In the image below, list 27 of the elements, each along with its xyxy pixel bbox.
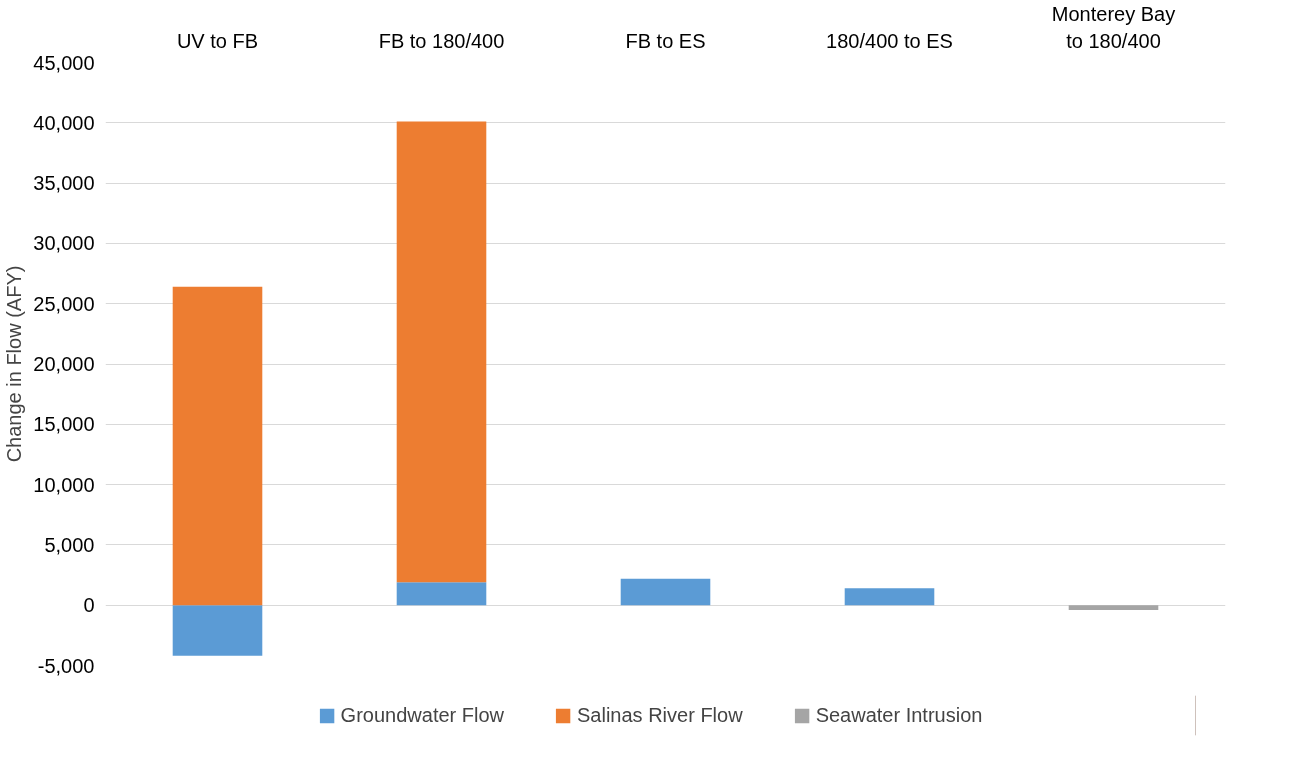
y-axis-title: Change in Flow (AFY) bbox=[3, 265, 26, 463]
legend-label: Salinas River Flow bbox=[577, 703, 743, 727]
y-tick-label: 5,000 bbox=[44, 533, 95, 556]
y-tick-label: 45,000 bbox=[33, 51, 95, 74]
bar bbox=[172, 286, 263, 606]
x-tick-label: FB to ES bbox=[625, 29, 706, 52]
bar bbox=[1068, 605, 1159, 611]
x-tick-label: UV to FB bbox=[176, 29, 259, 52]
bar bbox=[620, 578, 711, 606]
y-tick-label: 10,000 bbox=[33, 473, 95, 496]
y-tick-label: 15,000 bbox=[33, 413, 95, 436]
y-tick-label: -5,000 bbox=[37, 654, 95, 677]
y-tick-label: 30,000 bbox=[33, 232, 95, 255]
x-tick-label: FB to 180/400 bbox=[378, 29, 505, 52]
bar bbox=[172, 605, 263, 656]
legend-label: Groundwater Flow bbox=[340, 703, 505, 727]
y-tick-label: 35,000 bbox=[33, 172, 95, 195]
y-tick-label: 20,000 bbox=[33, 353, 95, 375]
bar bbox=[844, 588, 935, 606]
bar bbox=[396, 121, 487, 583]
y-tick-label: 0 bbox=[83, 594, 95, 617]
y-tick-label: 40,000 bbox=[33, 111, 95, 134]
bar bbox=[396, 582, 487, 606]
y-tick-label: 25,000 bbox=[33, 292, 95, 315]
x-tick-label: Monterey Bay to 180/400 bbox=[1051, 3, 1176, 52]
legend-label: Seawater Intrusion bbox=[815, 703, 983, 727]
x-tick-label: 180/400 to ES bbox=[826, 29, 953, 52]
